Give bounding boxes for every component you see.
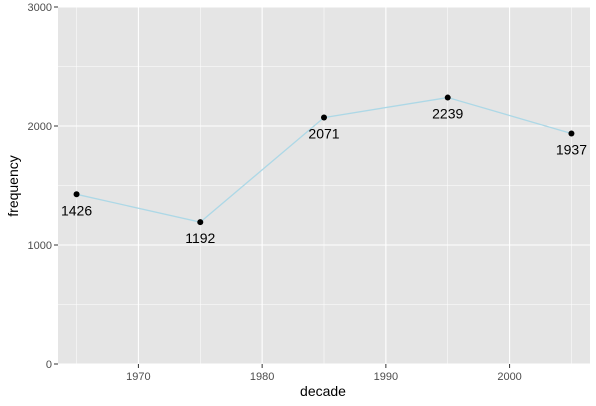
data-label: 2239 <box>432 106 463 122</box>
data-label: 1192 <box>185 230 215 246</box>
y-tick-label: 2000 <box>28 121 52 133</box>
data-point <box>73 191 80 198</box>
y-tick-label: 0 <box>46 359 52 371</box>
y-tick-label: 3000 <box>28 2 52 14</box>
data-label: 1937 <box>556 141 587 157</box>
data-label: 1426 <box>61 202 92 218</box>
data-point <box>197 219 204 226</box>
data-point <box>444 94 451 101</box>
data-point <box>568 130 575 137</box>
minor-grid <box>58 7 590 364</box>
data-point <box>321 114 327 121</box>
axes-group: 1970 1980 1990 2000 0 1000 2000 3000 <box>28 2 522 383</box>
x-tick-label: 1990 <box>374 371 398 383</box>
x-tick-label: 2000 <box>497 371 521 383</box>
x-tick-label: 1970 <box>126 371 150 383</box>
major-grid <box>58 6 590 365</box>
x-tick-label: 1980 <box>250 371 274 383</box>
data-label: 2071 <box>308 126 339 142</box>
series-group: 1426 1192 2071 2239 1937 <box>61 94 587 246</box>
x-axis-title: decade <box>300 383 346 399</box>
y-tick-label: 1000 <box>28 240 52 252</box>
y-axis-title: frequency <box>5 155 21 216</box>
